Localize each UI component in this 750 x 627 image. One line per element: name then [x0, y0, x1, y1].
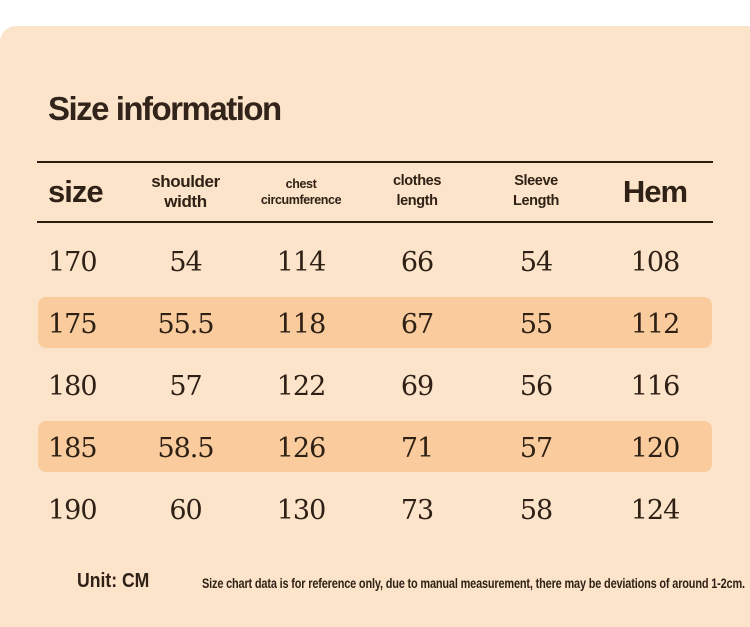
column-header-shoulder-width: shoulder width: [151, 171, 220, 211]
cell-shoulder: 55.5: [157, 308, 214, 340]
cell-chest: 114: [276, 246, 327, 278]
cell-shoulder: 60: [169, 494, 202, 526]
cell-clothes: 69: [400, 370, 434, 402]
table-header-row: size shoulder width chest circumference …: [37, 161, 713, 223]
table-row-175: 175 55.5 118 67 55 112: [37, 293, 713, 355]
cell-chest: 130: [276, 494, 327, 526]
cell-sleeve: 55: [519, 308, 553, 340]
cell-sleeve: 56: [519, 370, 553, 402]
cell-hem: 112: [630, 308, 681, 340]
column-header-chest-circumference: chest circumference: [260, 176, 342, 207]
table-row-185: 185 58.5 126 71 57 120: [37, 417, 713, 479]
cell-hem: 108: [630, 246, 681, 278]
cell-hem: 124: [630, 494, 681, 526]
table-body: 170 54 114 66 54 108 175 55.5 118 67 55 …: [37, 223, 713, 541]
cell-clothes: 71: [400, 432, 434, 464]
page-title: Size information: [48, 90, 282, 127]
cell-sleeve: 57: [519, 432, 553, 464]
cell-sleeve: 58: [519, 494, 553, 526]
cell-size: 190: [48, 494, 98, 526]
cell-size: 180: [48, 370, 98, 402]
column-header-sleeve-length: Sleeve Length: [513, 173, 559, 209]
cell-clothes: 67: [400, 308, 434, 340]
table-row-170: 170 54 114 66 54 108: [37, 231, 713, 293]
cell-size: 170: [48, 246, 98, 278]
column-header-size: size: [48, 174, 104, 209]
column-header-clothes-length: clothes length: [393, 173, 441, 209]
table-row-180: 180 57 122 69 56 116: [37, 355, 713, 417]
size-table: size shoulder width chest circumference …: [37, 161, 713, 541]
cell-chest: 126: [276, 432, 327, 464]
cell-shoulder: 57: [169, 370, 202, 402]
column-header-hem: Hem: [622, 174, 688, 209]
cell-clothes: 73: [400, 494, 434, 526]
cell-shoulder: 58.5: [157, 432, 214, 464]
cell-chest: 122: [276, 370, 327, 402]
cell-sleeve: 54: [519, 246, 553, 278]
cell-shoulder: 54: [169, 246, 202, 278]
cell-clothes: 66: [400, 246, 434, 278]
cell-hem: 120: [630, 432, 681, 464]
cell-size: 185: [48, 432, 98, 464]
cell-size: 175: [48, 308, 98, 340]
table-row-190: 190 60 130 73 58 124: [37, 479, 713, 541]
disclaimer-note: Size chart data is for reference only, d…: [202, 576, 745, 591]
cell-chest: 118: [276, 308, 327, 340]
unit-label: Unit: CM: [77, 570, 150, 592]
cell-hem: 116: [630, 370, 681, 402]
